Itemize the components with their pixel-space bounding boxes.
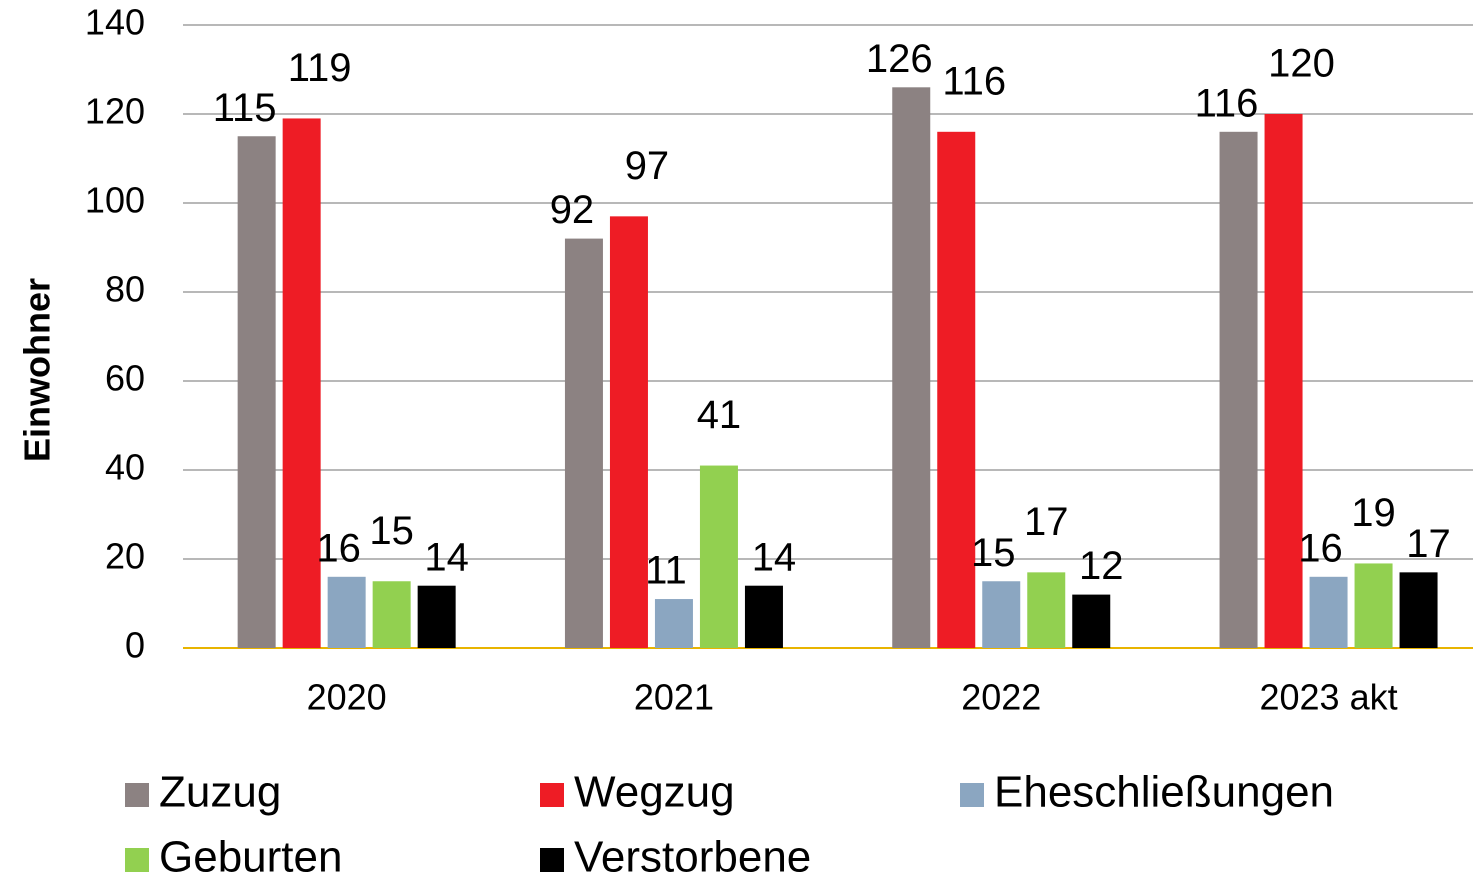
bar	[1072, 594, 1111, 648]
y-tick-label: 120	[85, 91, 145, 132]
data-label: 12	[1079, 544, 1124, 588]
bar	[1399, 572, 1438, 648]
bar	[982, 581, 1021, 648]
data-label: 119	[288, 46, 352, 90]
bar	[1309, 576, 1348, 648]
data-label: 19	[1351, 491, 1396, 535]
legend-swatch	[125, 783, 149, 807]
x-tick-label: 2021	[634, 677, 714, 718]
legend-label: Eheschließungen	[994, 768, 1334, 817]
data-label: 15	[369, 509, 414, 553]
bar	[654, 599, 693, 648]
bar	[237, 136, 276, 648]
data-label: 115	[213, 86, 277, 130]
bar	[564, 238, 603, 648]
bar	[699, 465, 738, 648]
legend-label: Zuzug	[159, 768, 281, 817]
y-tick-label: 20	[105, 536, 145, 577]
bar	[1354, 563, 1393, 648]
legend-label: Verstorbene	[574, 833, 811, 882]
bar	[609, 216, 648, 648]
data-label: 14	[752, 535, 797, 579]
data-label: 120	[1268, 42, 1335, 86]
data-label: 41	[697, 393, 742, 437]
data-label: 16	[1298, 526, 1343, 570]
bar	[1027, 572, 1066, 648]
y-tick-label: 100	[85, 180, 145, 221]
legend-swatch	[960, 783, 984, 807]
data-label: 11	[645, 549, 687, 593]
bar	[1264, 114, 1303, 648]
legend-swatch	[540, 783, 564, 807]
x-tick-label: 2022	[961, 677, 1041, 718]
data-label: 126	[866, 37, 933, 81]
data-label: 15	[971, 531, 1016, 575]
legend-swatch	[540, 848, 564, 872]
data-label: 116	[942, 59, 1006, 103]
data-label: 17	[1024, 500, 1069, 544]
data-label: 16	[316, 526, 361, 570]
data-label: 17	[1406, 522, 1451, 566]
legend-swatch	[125, 848, 149, 872]
bar	[327, 576, 366, 648]
data-label: 92	[550, 188, 595, 232]
y-tick-label: 80	[105, 269, 145, 310]
bar	[1219, 131, 1258, 649]
bar	[372, 581, 411, 648]
data-label: 97	[625, 144, 670, 188]
bar	[744, 585, 783, 648]
y-tick-label: 60	[105, 358, 145, 399]
bar	[282, 118, 321, 648]
data-label: 116	[1195, 81, 1259, 125]
bar	[892, 87, 931, 649]
bar	[937, 131, 976, 649]
y-tick-label: 40	[105, 447, 145, 488]
legend-label: Wegzug	[574, 768, 735, 817]
y-tick-label: 140	[85, 2, 145, 43]
bar	[417, 585, 456, 648]
legend-label: Geburten	[159, 833, 342, 882]
y-axis-label: Einwohner	[17, 278, 58, 462]
data-label: 14	[424, 535, 469, 579]
x-tick-label: 2020	[307, 677, 387, 718]
x-tick-label: 2023 akt	[1259, 677, 1397, 718]
y-tick-label: 0	[125, 625, 145, 666]
